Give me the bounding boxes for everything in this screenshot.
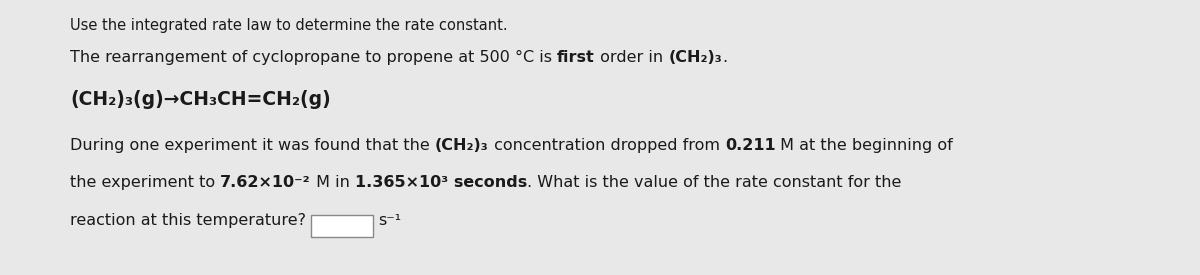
- Text: The rearrangement of cyclopropane to propene at 500 °C is: The rearrangement of cyclopropane to pro…: [70, 50, 557, 65]
- Text: first: first: [557, 50, 595, 65]
- Text: 0.211: 0.211: [725, 138, 775, 153]
- Text: s⁻¹: s⁻¹: [378, 213, 401, 228]
- Text: order in: order in: [595, 50, 668, 65]
- Text: the experiment to: the experiment to: [70, 175, 221, 190]
- Text: 7.62×10⁻²: 7.62×10⁻²: [221, 175, 311, 190]
- Text: (CH₂)₃: (CH₂)₃: [434, 138, 488, 153]
- Text: M in: M in: [311, 175, 355, 190]
- Text: (CH₂)₃: (CH₂)₃: [668, 50, 722, 65]
- Text: During one experiment it was found that the: During one experiment it was found that …: [70, 138, 434, 153]
- Text: concentration dropped from: concentration dropped from: [488, 138, 725, 153]
- Text: reaction at this temperature?: reaction at this temperature?: [70, 213, 306, 228]
- Text: . What is the value of the rate constant for the: . What is the value of the rate constant…: [527, 175, 901, 190]
- Text: .: .: [722, 50, 727, 65]
- Bar: [311, 215, 373, 237]
- Text: (CH₂)₃(g)→CH₃CH=CH₂(g): (CH₂)₃(g)→CH₃CH=CH₂(g): [70, 90, 331, 109]
- Text: M at the beginning of: M at the beginning of: [775, 138, 953, 153]
- Text: 1.365×10³ seconds: 1.365×10³ seconds: [355, 175, 527, 190]
- Text: Use the integrated rate law to determine the rate constant.: Use the integrated rate law to determine…: [70, 18, 508, 33]
